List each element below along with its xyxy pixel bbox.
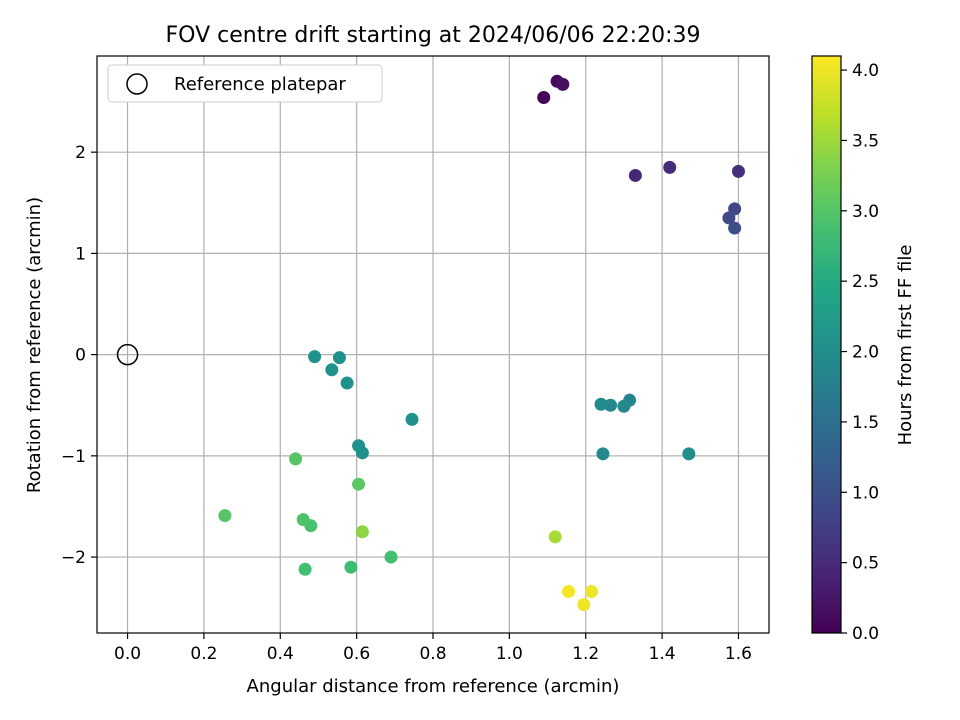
scatter-point (352, 477, 366, 491)
scatter-point (289, 452, 303, 466)
x-tick-label: 1.2 (572, 644, 599, 664)
scatter-point (384, 550, 398, 564)
legend-box (107, 64, 383, 103)
colorbar-tick-label: 1.0 (852, 483, 879, 503)
scatter-point (296, 513, 310, 527)
scatter-points (218, 74, 745, 612)
scatter-point (332, 351, 346, 365)
grid-layer (97, 56, 769, 633)
colorbar-tick-label: 2.0 (852, 343, 879, 363)
scatter-point (722, 211, 736, 225)
scatter-point (731, 164, 745, 178)
y-axis-ticks: −2 −1 0 1 2 (61, 143, 97, 568)
colorbar-tick-label: 3.0 (852, 202, 879, 222)
scatter-point (628, 168, 642, 182)
scatter-point (298, 562, 312, 576)
x-tick-label: 1.6 (725, 644, 752, 664)
scatter-point (325, 363, 339, 377)
chart-title: FOV centre drift starting at 2024/06/06 … (166, 23, 701, 48)
scatter-point (594, 397, 608, 411)
legend-marker-open-circle-icon (126, 73, 148, 95)
scatter-point (604, 398, 618, 412)
scatter-point (556, 77, 570, 91)
scatter-point (663, 160, 677, 174)
scatter-point (617, 399, 631, 413)
scatter-point (355, 525, 369, 539)
scatter-point (218, 509, 232, 523)
x-tick-label: 0.8 (419, 644, 446, 664)
colorbar (811, 55, 842, 634)
colorbar-tick-label: 4.0 (852, 61, 879, 81)
reference-layer (116, 343, 139, 366)
x-tick-label: 0.0 (114, 644, 141, 664)
scatter-point (344, 560, 358, 574)
colorbar-tick-label: 0.0 (852, 624, 879, 644)
scatter-point (355, 446, 369, 460)
colorbar-tick-label: 3.5 (852, 131, 879, 151)
scatter-point (340, 376, 354, 390)
scatter-point (562, 584, 576, 598)
scatter-point (548, 530, 562, 544)
x-tick-label: 1.0 (496, 644, 523, 664)
scatter-point (682, 447, 696, 461)
y-tick-label: 0 (75, 346, 86, 366)
x-tick-label: 0.6 (343, 644, 370, 664)
x-axis-ticks: 0.0 0.2 0.4 0.6 0.8 1.0 1.2 1.4 1.6 (114, 633, 752, 664)
legend-entry-reference: Reference platepar (174, 74, 346, 95)
scatter-point (405, 412, 419, 426)
colorbar-tick-label: 1.5 (852, 413, 879, 433)
scatter-point (584, 584, 598, 598)
scatter-point (728, 221, 742, 235)
reference-point-marker (116, 343, 139, 366)
x-tick-label: 0.2 (190, 644, 217, 664)
colorbar-title: Hours from first FF file (895, 245, 916, 446)
x-tick-label: 0.4 (267, 644, 294, 664)
legend: Reference platepar (107, 64, 383, 103)
y-axis-title: Rotation from reference (arcmin) (24, 197, 45, 493)
y-tick-label: −2 (61, 548, 86, 568)
colorbar-tick-label: 2.5 (852, 272, 879, 292)
scatter-point (596, 447, 610, 461)
scatter-point (308, 350, 322, 364)
scatter-point (577, 598, 591, 612)
y-tick-label: 1 (75, 244, 86, 264)
x-tick-label: 1.4 (649, 644, 676, 664)
colorbar-ticks: 0.0 0.5 1.0 1.5 2.0 2.5 3.0 3.5 4.0 (841, 61, 879, 644)
y-tick-label: 2 (75, 143, 86, 163)
x-axis-title: Angular distance from reference (arcmin) (247, 676, 620, 697)
scatter-point (537, 91, 551, 105)
colorbar-tick-label: 0.5 (852, 554, 879, 574)
y-tick-label: −1 (61, 447, 86, 467)
